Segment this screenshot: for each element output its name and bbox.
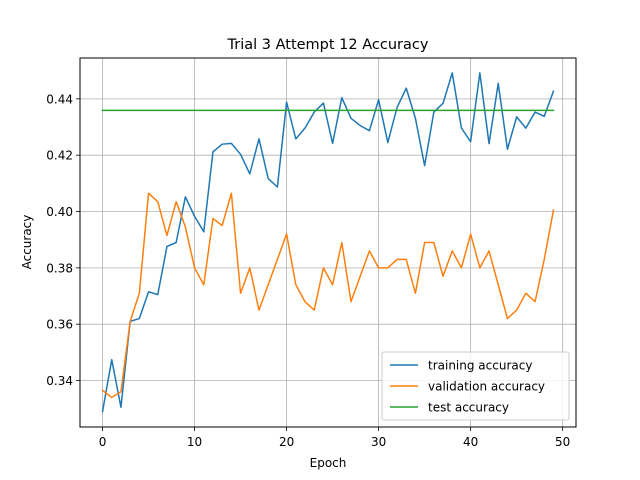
x-tick-label: 10 — [187, 435, 202, 449]
chart-title: Trial 3 Attempt 12 Accuracy — [227, 37, 429, 53]
y-tick-label: 0.44 — [46, 92, 73, 106]
y-tick-label: 0.42 — [46, 149, 73, 163]
y-tick-label: 0.36 — [46, 318, 73, 332]
x-tick-label: 30 — [371, 435, 386, 449]
series-line-training-accuracy — [101, 72, 555, 413]
x-tick-label: 50 — [555, 435, 570, 449]
x-axis-label: Epoch — [310, 456, 347, 470]
legend: training accuracy validation accuracy test… — [381, 351, 570, 421]
legend-label: test accuracy — [428, 401, 509, 415]
legend-label: training accuracy — [428, 359, 532, 373]
y-tick-label: 0.34 — [46, 374, 73, 388]
series-line-validation-accuracy — [101, 192, 555, 399]
y-axis-label: Accuracy — [20, 215, 34, 270]
x-tick-label: 20 — [279, 435, 294, 449]
x-tick-label: 0 — [99, 435, 107, 449]
axes-frame — [79, 57, 577, 428]
series-layer — [101, 72, 555, 413]
x-tick-label: 40 — [463, 435, 478, 449]
y-tick-label: 0.38 — [46, 261, 73, 275]
legend-label: validation accuracy — [428, 380, 545, 394]
legend-box — [381, 351, 570, 421]
y-tick-label: 0.40 — [46, 205, 73, 219]
axis-ticks: 0 10 20 30 40 50 0.34 0.36 0.38 0.40 0.42 0.44 — [46, 92, 570, 449]
